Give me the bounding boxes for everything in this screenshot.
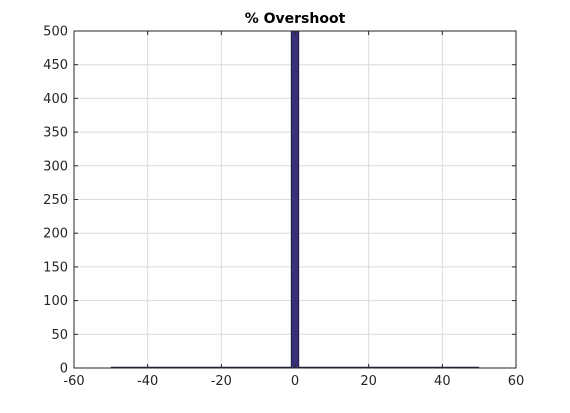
y-tick-label: 200 bbox=[43, 227, 68, 242]
x-tick-label: 60 bbox=[508, 374, 525, 389]
x-tick-label: 0 bbox=[291, 374, 299, 389]
x-tick-label: 20 bbox=[360, 374, 377, 389]
y-tick-label: 150 bbox=[43, 260, 68, 275]
y-tick-label: 0 bbox=[60, 362, 68, 377]
y-tick-label: 50 bbox=[51, 328, 68, 343]
y-tick-label: 250 bbox=[43, 193, 68, 208]
y-tick-label: 100 bbox=[43, 294, 68, 309]
y-tick-label: 350 bbox=[43, 126, 68, 141]
x-tick-label: 40 bbox=[434, 374, 451, 389]
y-tick-label: 450 bbox=[43, 58, 68, 73]
chart-title: % Overshoot bbox=[245, 11, 346, 27]
y-tick-label: 500 bbox=[43, 25, 68, 40]
x-tick-labels: -60 -40 -20 0 20 40 60 bbox=[63, 374, 524, 389]
x-tick-label: -20 bbox=[211, 374, 232, 389]
histogram-bar bbox=[290, 30, 300, 369]
y-tick-labels: 0 50 100 150 200 250 300 350 400 450 500 bbox=[43, 25, 68, 377]
y-tick-label: 300 bbox=[43, 159, 68, 174]
x-tick-label: -40 bbox=[137, 374, 158, 389]
x-tick-label: -60 bbox=[63, 374, 84, 389]
y-tick-label: 400 bbox=[43, 92, 68, 107]
tick-marks bbox=[73, 30, 517, 369]
